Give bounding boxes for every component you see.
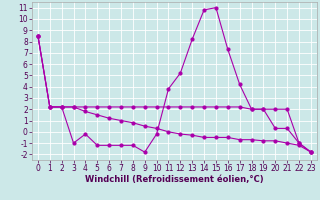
X-axis label: Windchill (Refroidissement éolien,°C): Windchill (Refroidissement éolien,°C) [85, 175, 264, 184]
